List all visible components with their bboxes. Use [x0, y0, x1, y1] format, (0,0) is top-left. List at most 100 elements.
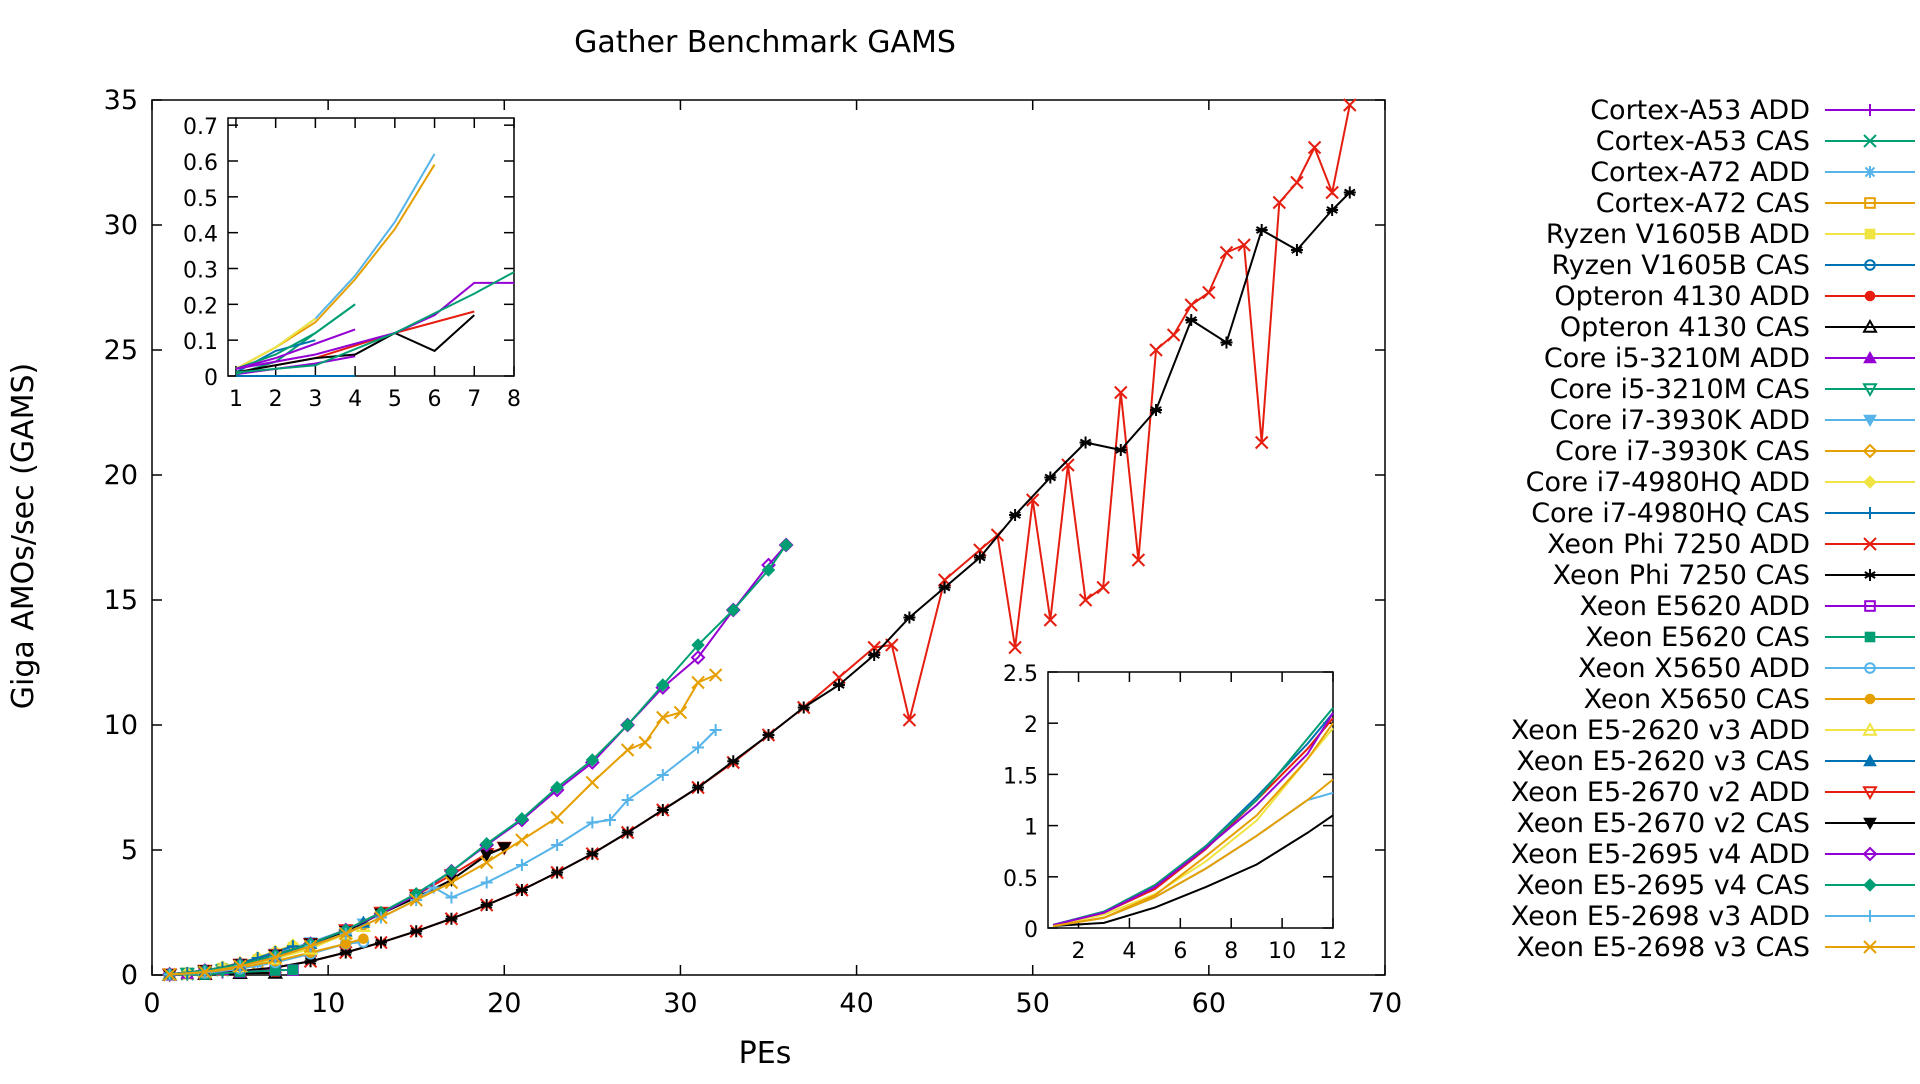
data-point — [621, 826, 634, 839]
data-point — [233, 959, 247, 973]
data-point — [585, 753, 600, 767]
data-point — [690, 650, 706, 665]
data-point — [551, 866, 564, 879]
data-point — [340, 938, 352, 950]
data-point — [480, 876, 493, 889]
legend-swatch-marker — [1862, 721, 1878, 736]
main-y-tick-label: 10 — [104, 710, 138, 741]
data-point — [444, 864, 459, 878]
legend-label: Xeon E5-2620 v3 CAS — [1516, 746, 1810, 777]
data-point — [709, 724, 722, 736]
legend-label: Xeon E5-2698 v3 CAS — [1516, 932, 1810, 963]
inset-low-series-line — [235, 317, 316, 370]
legend-label: Xeon E5-2695 v4 CAS — [1516, 870, 1810, 901]
data-point — [1185, 314, 1198, 326]
data-point — [621, 794, 634, 806]
legend-label: Core i5-3210M ADD — [1544, 343, 1810, 374]
inset-low-series-line — [235, 271, 515, 374]
data-point — [868, 649, 881, 661]
inset-low-series-line — [235, 314, 475, 374]
data-point — [198, 965, 212, 979]
data-point — [1044, 471, 1057, 484]
data-point — [1096, 580, 1110, 595]
legend-swatch-marker — [1864, 228, 1876, 240]
legend-swatch-marker — [1863, 878, 1877, 892]
main-y-tick-label: 0 — [121, 960, 138, 991]
main-y-tick-label: 25 — [104, 335, 138, 366]
main-y-tick-label: 15 — [104, 585, 138, 616]
data-point — [761, 563, 776, 577]
data-point — [902, 713, 917, 727]
inset-mid-series-line — [1052, 722, 1334, 927]
data-point — [673, 705, 688, 720]
data-point — [304, 955, 317, 968]
data-point — [480, 899, 493, 911]
legend-swatch-marker — [1864, 693, 1876, 705]
data-point — [691, 638, 705, 652]
data-point — [515, 859, 528, 871]
legend-label: Core i7-4980HQ CAS — [1531, 498, 1810, 529]
data-point — [550, 810, 564, 825]
data-point — [339, 946, 352, 959]
data-point — [1043, 613, 1058, 627]
legend-swatch-marker — [1864, 290, 1876, 302]
data-point — [656, 678, 670, 692]
data-point — [603, 814, 616, 826]
inset-mid-frame — [1047, 671, 1334, 929]
data-point — [692, 741, 705, 754]
legend-label: Xeon Phi 7250 CAS — [1553, 560, 1810, 591]
data-point — [692, 781, 705, 794]
data-point — [1202, 285, 1216, 300]
legend-swatch-marker — [1864, 662, 1876, 674]
main-y-tick-label: 5 — [121, 835, 138, 866]
legend-swatch-marker — [1863, 350, 1877, 364]
legend-label: Core i7-3930K CAS — [1555, 436, 1810, 467]
inset-mid-pe-plot: 2 4 6 8 10 12 0 0.5 1 1.5 2 2.5 — [1003, 662, 1347, 964]
legend-swatch-marker — [1863, 475, 1877, 489]
legend-swatch-marker — [1864, 600, 1876, 612]
data-point — [903, 611, 916, 624]
inset-mid-y-tick-label: 0 — [1024, 918, 1038, 943]
inset-mid-y-tick-label: 2 — [1024, 713, 1038, 738]
y-axis-title: Giga AMOs/sec (GAMS) — [6, 363, 41, 710]
data-point — [479, 855, 494, 870]
legend-swatch-marker — [1863, 817, 1877, 831]
legend-swatch-marker — [1862, 846, 1878, 862]
data-point — [374, 936, 387, 949]
data-point — [1272, 195, 1287, 210]
data-point — [358, 933, 369, 945]
inset-mid-y-tick-label: 2.5 — [1003, 662, 1038, 687]
inset-low-y-tick-label: 0.4 — [183, 223, 218, 248]
data-point — [1326, 204, 1339, 216]
inset-low-frame — [227, 117, 515, 377]
data-point — [620, 743, 635, 757]
main-y-tick-label: 30 — [104, 210, 138, 241]
legend-label: Xeon X5650 ADD — [1578, 653, 1810, 684]
data-point — [656, 804, 669, 816]
data-point — [638, 735, 652, 750]
inset-low-y-tick-label: 0.7 — [183, 115, 218, 140]
inset-mid-x-tick-label: 10 — [1268, 939, 1296, 964]
legend-label: Xeon E5-2670 v2 CAS — [1516, 808, 1810, 839]
data-point — [708, 668, 723, 682]
data-point — [620, 718, 635, 732]
data-point — [656, 710, 670, 725]
inset-mid-series-line — [1053, 814, 1334, 927]
legend-label: Cortex-A53 CAS — [1596, 126, 1810, 157]
data-point — [1061, 458, 1075, 472]
inset-mid-x-tick-label: 6 — [1173, 939, 1187, 964]
data-point — [1008, 640, 1022, 655]
main-x-tick-label: 70 — [1368, 988, 1402, 1019]
main-x-tick-label: 10 — [311, 988, 345, 1019]
data-point — [162, 967, 177, 982]
legend-swatch-marker — [1864, 166, 1876, 178]
legend-label: Cortex-A72 ADD — [1590, 157, 1810, 188]
data-point — [797, 701, 810, 714]
legend-label: Opteron 4130 CAS — [1560, 312, 1810, 343]
data-point — [832, 679, 845, 691]
legend-label: Core i5-3210M CAS — [1549, 374, 1810, 405]
data-point — [444, 875, 459, 890]
data-point — [1325, 185, 1339, 200]
